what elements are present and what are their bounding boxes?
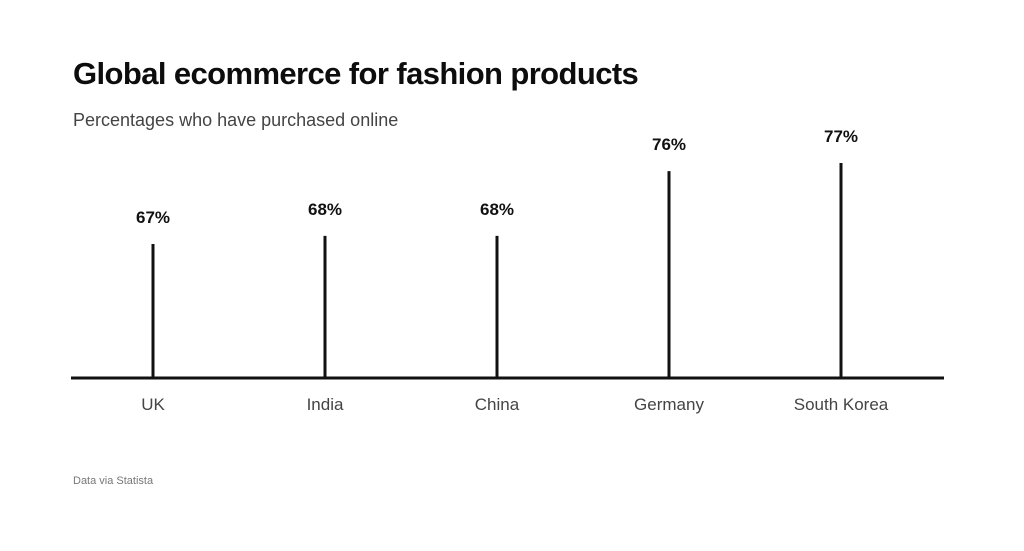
category-label-germany: Germany bbox=[634, 395, 704, 414]
category-label-uk: UK bbox=[141, 395, 165, 414]
value-label-india: 68% bbox=[308, 200, 342, 219]
category-label-south-korea: South Korea bbox=[794, 395, 889, 414]
category-label-china: China bbox=[475, 395, 520, 414]
value-label-uk: 67% bbox=[136, 208, 170, 227]
chart-subtitle: Percentages who have purchased online bbox=[73, 110, 399, 130]
value-label-china: 68% bbox=[480, 200, 514, 219]
value-label-south-korea: 77% bbox=[824, 127, 858, 146]
value-label-germany: 76% bbox=[652, 135, 686, 154]
category-label-india: India bbox=[307, 395, 344, 414]
chart-title: Global ecommerce for fashion products bbox=[73, 56, 639, 91]
source-note: Data via Statista bbox=[73, 475, 154, 487]
